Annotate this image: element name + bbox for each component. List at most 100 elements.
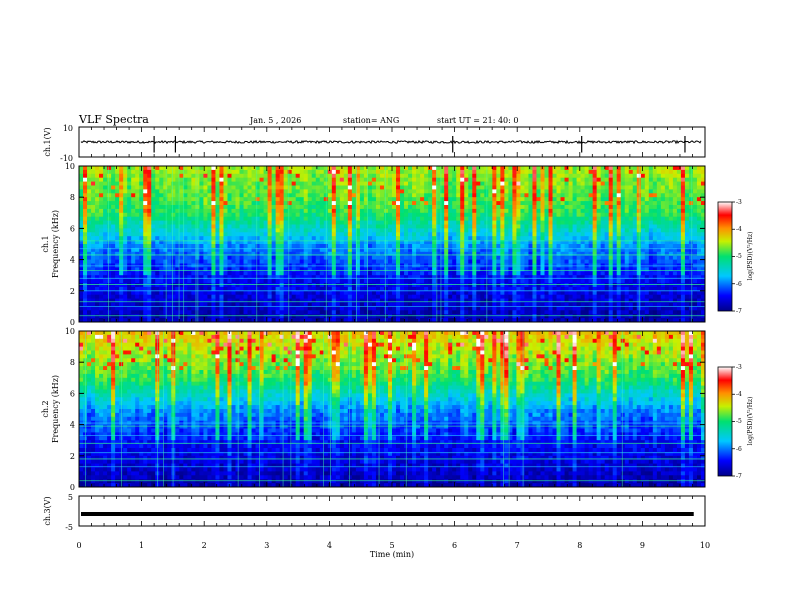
spec-cell bbox=[612, 283, 618, 288]
spec-cell bbox=[283, 232, 289, 237]
spec-cell bbox=[432, 228, 437, 233]
spec-cell bbox=[251, 224, 257, 229]
spec-cell bbox=[319, 228, 325, 233]
spec-cell bbox=[404, 189, 409, 194]
spec-cell bbox=[267, 255, 273, 261]
spec-cell bbox=[135, 240, 140, 245]
spec-cell bbox=[363, 267, 369, 272]
spec-cell bbox=[87, 197, 92, 202]
spec-cell bbox=[436, 212, 441, 218]
spec-cell bbox=[488, 279, 493, 284]
spec-cell bbox=[99, 267, 104, 272]
spec-cell bbox=[251, 255, 257, 261]
spec-cell bbox=[536, 189, 542, 194]
spec-cell bbox=[644, 255, 650, 261]
spec-cell bbox=[404, 279, 409, 284]
spec-cell bbox=[460, 240, 465, 245]
spec-cell bbox=[448, 240, 453, 245]
spec-cell bbox=[87, 255, 92, 261]
spec-cell bbox=[564, 236, 570, 241]
spec-cell bbox=[508, 247, 513, 253]
spec-cell bbox=[231, 259, 237, 265]
spec-cell bbox=[183, 224, 188, 229]
spec-cell bbox=[576, 255, 582, 261]
spec-cell bbox=[400, 220, 405, 226]
spec-cell bbox=[656, 169, 662, 175]
spec-cell bbox=[688, 259, 694, 265]
spec-cell bbox=[131, 240, 136, 245]
spec-cell bbox=[171, 208, 176, 214]
spec-cell bbox=[580, 286, 586, 292]
spec-cell bbox=[211, 224, 217, 229]
spec-cell bbox=[584, 224, 590, 229]
spec-cell bbox=[351, 271, 357, 276]
spec-cell bbox=[179, 232, 184, 237]
spec-cell bbox=[584, 247, 590, 253]
spec-cell bbox=[367, 201, 373, 206]
spec-cell bbox=[243, 267, 249, 272]
spec-cell bbox=[688, 205, 694, 210]
spec-cell bbox=[624, 177, 630, 183]
spec-cell bbox=[528, 216, 534, 222]
spec-cell bbox=[596, 189, 602, 194]
spec-cell bbox=[123, 220, 128, 226]
spec-cell bbox=[83, 255, 88, 261]
spec-cell bbox=[416, 185, 421, 190]
spec-cell bbox=[283, 236, 289, 241]
spec-cell bbox=[91, 166, 96, 171]
spec-cell bbox=[640, 173, 646, 179]
spec-cell bbox=[640, 251, 646, 257]
spec-cell bbox=[444, 173, 449, 179]
spec-cell bbox=[396, 228, 401, 233]
spec-cell bbox=[331, 205, 337, 210]
spec-cell bbox=[127, 244, 132, 249]
spec-cell bbox=[448, 255, 453, 261]
spec-cell bbox=[672, 181, 678, 187]
spec-cell bbox=[476, 240, 481, 245]
spec-cell bbox=[452, 251, 457, 257]
spec-cell bbox=[488, 208, 493, 214]
spec-cell bbox=[103, 193, 108, 198]
spec-cell bbox=[359, 244, 365, 249]
spec-cell bbox=[596, 173, 602, 179]
spec-cell bbox=[508, 201, 513, 206]
spec-cell bbox=[628, 236, 634, 241]
spec-cell bbox=[416, 247, 421, 253]
spec-cell bbox=[339, 267, 345, 272]
spec-cell bbox=[504, 197, 509, 202]
spec-cell bbox=[291, 286, 297, 292]
spec-cell bbox=[223, 220, 229, 226]
spec-cell bbox=[532, 169, 538, 175]
spec-cell bbox=[540, 197, 546, 202]
spec-cell bbox=[512, 208, 517, 214]
spec-cell bbox=[315, 271, 321, 276]
spec-cell bbox=[191, 185, 196, 190]
spec-cell bbox=[556, 224, 562, 229]
spec-cell bbox=[367, 251, 373, 257]
spec-cell bbox=[351, 255, 357, 261]
spec-cell bbox=[327, 240, 333, 245]
spec-cell bbox=[115, 255, 120, 261]
spec-cell bbox=[339, 232, 345, 237]
spec-cell bbox=[219, 169, 225, 175]
spec-cell bbox=[656, 212, 662, 218]
spec-cell bbox=[416, 181, 421, 187]
spec-cell bbox=[468, 185, 473, 190]
spec-cell bbox=[692, 247, 698, 253]
spec-cell bbox=[175, 286, 180, 292]
spec-cell bbox=[251, 220, 257, 226]
spec-cell bbox=[295, 212, 301, 218]
spec-cell bbox=[428, 181, 433, 187]
spec-cell bbox=[656, 275, 662, 280]
spec-cell bbox=[127, 193, 132, 198]
date-label: Jan. 5 , 2026 bbox=[249, 116, 301, 125]
spec-cell bbox=[139, 236, 144, 241]
spec-cell bbox=[363, 177, 369, 183]
spec-cell bbox=[243, 208, 249, 214]
spec-cell bbox=[155, 279, 160, 284]
spec-cell bbox=[452, 193, 457, 198]
spec-cell bbox=[672, 228, 678, 233]
spec-cell bbox=[688, 224, 694, 229]
spec-cell bbox=[480, 208, 485, 214]
spec-cell bbox=[576, 212, 582, 218]
